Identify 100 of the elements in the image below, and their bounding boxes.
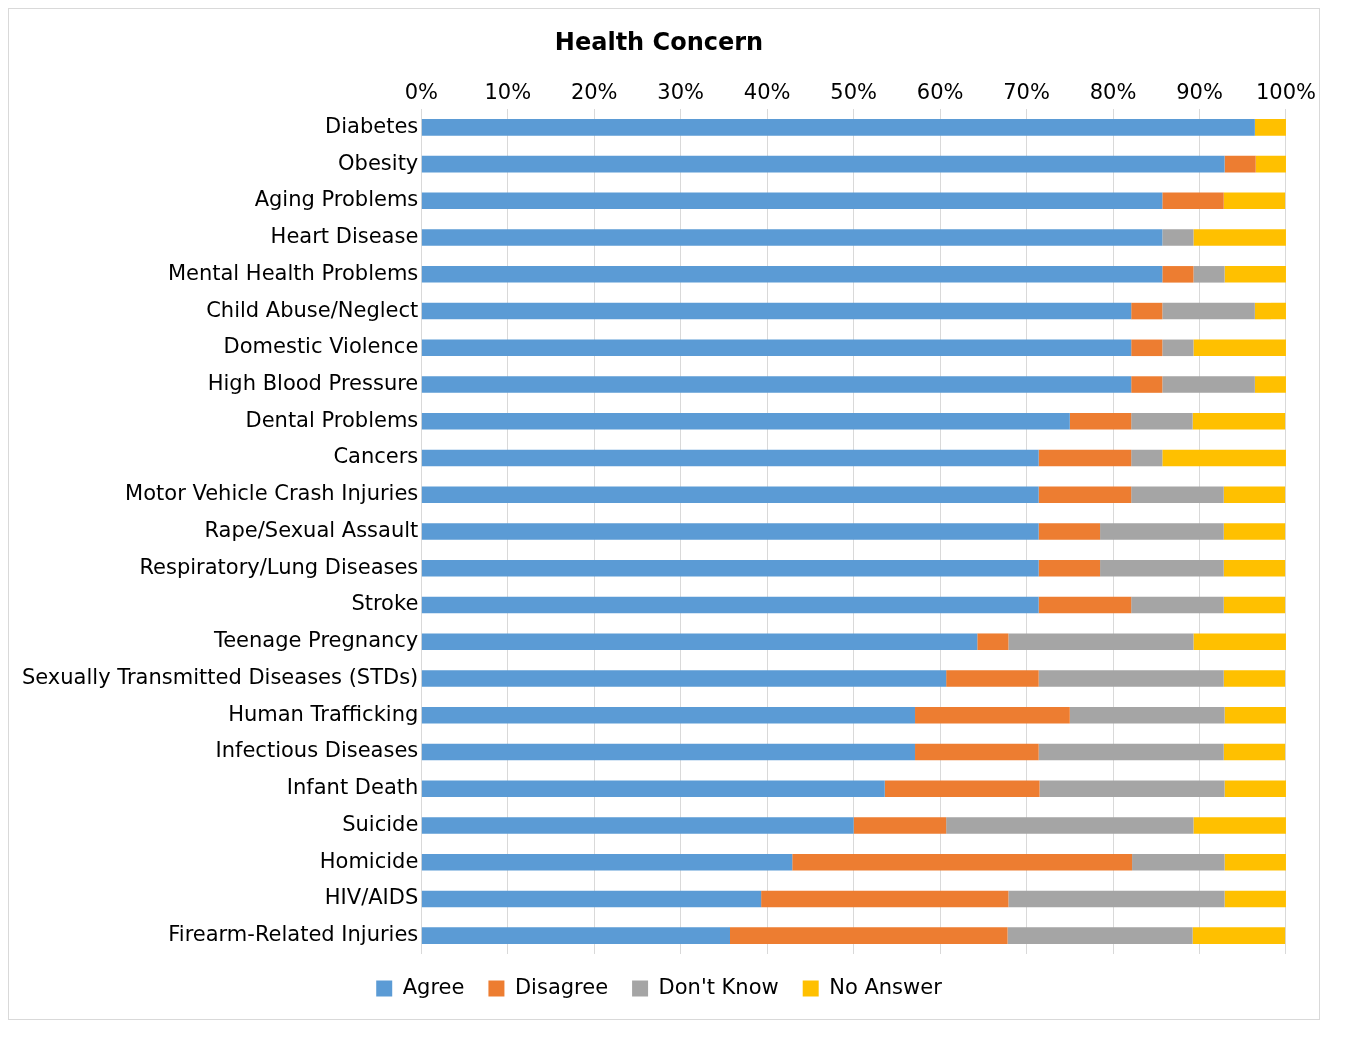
bar: [1193, 817, 1286, 834]
bar: [421, 339, 1132, 357]
bar: [1162, 449, 1286, 467]
bar: [946, 670, 1039, 687]
x-tick-label: 10%: [484, 79, 532, 104]
bar: [421, 376, 1132, 393]
x-tick-label: 60%: [916, 79, 964, 104]
bar: [915, 706, 1070, 724]
y-tick-label: Respiratory/Lung Diseases: [139, 554, 419, 579]
bar: [1162, 266, 1194, 283]
bar: [421, 596, 1039, 614]
bar: [977, 633, 1009, 650]
bar: [1223, 486, 1286, 504]
y-tick-label: Cancers: [333, 444, 419, 469]
y-tick-label: Infant Death: [286, 775, 419, 800]
bar: [884, 780, 1040, 797]
x-tick-label: 70%: [1003, 79, 1050, 104]
bar: [1223, 596, 1286, 614]
bar: [1131, 486, 1224, 504]
bar: [421, 927, 730, 944]
bar: [1069, 706, 1225, 724]
bar: [1224, 853, 1286, 871]
bar: [1223, 192, 1286, 210]
bar: [1223, 559, 1286, 577]
bar: [1254, 119, 1286, 136]
bar: [1131, 596, 1224, 614]
bar: [1193, 633, 1286, 650]
bar: [1224, 155, 1256, 173]
bar: [1038, 559, 1101, 577]
bar: [1131, 413, 1193, 430]
bar: [1254, 302, 1286, 320]
y-tick-label: Obesity: [338, 150, 419, 175]
x-tick-label: 20%: [570, 79, 618, 104]
bar: [1224, 706, 1286, 724]
y-tick-label: Aging Problems: [254, 187, 419, 212]
y-tick-label: Human Trafficking: [228, 701, 419, 726]
y-tick-label: Stroke: [351, 591, 419, 616]
bar: [1223, 670, 1286, 687]
bar: [1038, 670, 1224, 687]
bar: [792, 853, 1133, 871]
bar: [1038, 596, 1132, 614]
bar: [1131, 302, 1163, 320]
x-tick-label: 30%: [657, 79, 705, 104]
bar: [1224, 266, 1286, 283]
legend-label: Disagree: [514, 974, 609, 999]
bar: [1255, 155, 1286, 173]
bar: [1131, 339, 1163, 357]
bar: [1162, 339, 1194, 357]
bar: [421, 192, 1163, 210]
y-tick-label: Child Abuse/Neglect: [206, 297, 419, 322]
y-tick-label: Domestic Violence: [223, 334, 419, 359]
x-tick-label: 80%: [1089, 79, 1137, 104]
y-tick-label: Homicide: [319, 848, 419, 873]
bar: [421, 817, 854, 834]
bar: [1007, 927, 1193, 944]
bar: [761, 890, 1009, 908]
bar: [421, 633, 978, 650]
bar: [1008, 890, 1225, 908]
bar: [1192, 927, 1286, 944]
bar: [1193, 339, 1286, 357]
x-tick-label: 0%: [404, 79, 438, 104]
bar: [1132, 853, 1225, 871]
y-tick-label: Mental Health Problems: [167, 260, 419, 285]
bar: [421, 266, 1163, 283]
y-tick-label: Suicide: [342, 811, 419, 836]
legend-label: No Answer: [829, 974, 943, 999]
bar: [853, 817, 947, 834]
bar: [1100, 523, 1224, 540]
bar: [1131, 376, 1163, 393]
legend-label: Agree: [402, 974, 465, 999]
y-tick-label: Diabetes: [325, 113, 419, 138]
x-tick-label: 40%: [743, 79, 791, 104]
bar: [421, 302, 1132, 320]
bar: [1192, 413, 1286, 430]
y-tick-label: Teenage Pregnancy: [212, 628, 419, 653]
bar: [1223, 523, 1286, 540]
bar: [1223, 743, 1286, 761]
bar: [421, 486, 1039, 504]
y-tick-label: Sexually Transmitted Diseases (STDs): [21, 664, 419, 689]
bar: [1193, 266, 1225, 283]
bar: [421, 449, 1039, 467]
bar: [1254, 376, 1286, 393]
bar: [1069, 413, 1132, 430]
y-tick-label: Motor Vehicle Crash Injuries: [125, 481, 419, 506]
bar: [1008, 633, 1194, 650]
bar: [1224, 890, 1286, 908]
bar: [1131, 449, 1163, 467]
bar: [421, 523, 1039, 540]
x-tick-label: 100%: [1255, 79, 1317, 104]
bar: [1162, 302, 1255, 320]
y-tick-label: Rape/Sexual Assault: [204, 517, 419, 542]
bar: [915, 743, 1039, 761]
y-tick-label: HIV/AIDS: [324, 885, 419, 910]
y-tick-label: Dental Problems: [245, 407, 419, 432]
y-tick-label: High Blood Pressure: [207, 371, 419, 395]
bar: [421, 413, 1070, 430]
legend-label: Don't Know: [658, 974, 779, 999]
bar: [421, 229, 1163, 246]
bar: [421, 743, 916, 761]
x-tick-label: 90%: [1176, 79, 1223, 104]
